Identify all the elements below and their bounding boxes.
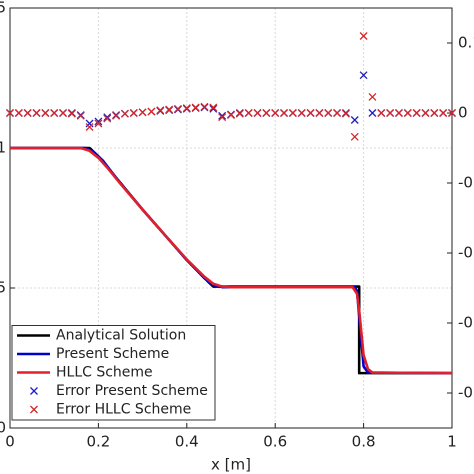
error-marker <box>350 116 359 124</box>
error-marker <box>209 104 218 113</box>
error-marker <box>112 111 121 120</box>
error-marker <box>94 119 103 128</box>
error-marker <box>227 111 235 120</box>
error-marker <box>368 92 377 101</box>
error-marker <box>359 71 368 80</box>
error-marker <box>377 109 386 117</box>
error-marker <box>235 109 244 118</box>
error-marker <box>350 132 359 141</box>
y2-tick-label: -0.2 <box>458 244 474 262</box>
legend-label: Present Scheme <box>56 346 169 362</box>
x-axis-label: x [m] <box>211 456 251 474</box>
error-marker <box>333 109 342 117</box>
x-tick-label: 0 <box>5 433 15 451</box>
error-marker <box>103 114 112 123</box>
error-marker <box>59 109 67 117</box>
error-marker <box>341 109 350 118</box>
error-marker <box>156 106 165 115</box>
error-marker <box>421 109 430 117</box>
y-tick-label: 0 <box>0 419 6 437</box>
y-tick-label: 1.5 <box>0 0 6 17</box>
error-marker <box>368 109 377 117</box>
error-marker <box>67 109 76 118</box>
y2-tick-label: -0.1 <box>458 174 474 192</box>
error-marker <box>103 113 112 122</box>
error-marker <box>412 109 421 117</box>
x-tick-label: 1 <box>447 433 457 451</box>
error-marker <box>76 111 85 120</box>
x-tick-label: 0.8 <box>352 433 376 451</box>
x-tick-label: 0.6 <box>263 433 287 451</box>
error-marker <box>182 104 191 113</box>
error-marker <box>403 109 412 117</box>
error-marker <box>262 109 271 117</box>
legend-label: Error Present Scheme <box>56 383 208 399</box>
error-marker <box>244 109 253 117</box>
error-marker <box>430 109 439 117</box>
legend-marker <box>30 387 38 395</box>
error-marker <box>306 109 315 117</box>
error-marker <box>200 102 209 111</box>
error-marker <box>324 109 333 117</box>
error-marker <box>218 111 227 120</box>
series-line <box>10 146 453 375</box>
y-tick-label: 0.5 <box>0 279 6 297</box>
legend-label: HLLC Scheme <box>56 365 153 381</box>
error-marker <box>129 109 138 117</box>
error-marker <box>448 109 456 117</box>
error-marker <box>209 103 218 112</box>
error-marker <box>14 109 23 117</box>
y2-tick-label: 0.1 <box>458 34 474 52</box>
error-marker <box>147 107 156 116</box>
error-marker <box>386 109 395 117</box>
error-marker <box>280 109 288 117</box>
error-marker <box>85 119 94 128</box>
error-marker <box>395 109 403 117</box>
error-marker <box>85 123 94 131</box>
y2-tick-label: -0.3 <box>458 314 474 332</box>
error-marker <box>191 103 200 112</box>
error-marker <box>439 109 448 117</box>
y2-tick-label: 0 <box>458 104 468 122</box>
error-marker <box>218 113 227 122</box>
error-marker <box>50 109 59 117</box>
y-tick-label: 1 <box>0 139 6 157</box>
error-marker <box>120 109 129 118</box>
error-marker <box>253 109 262 117</box>
error-marker <box>6 109 14 117</box>
error-marker <box>359 32 368 40</box>
error-marker <box>94 117 103 126</box>
x-tick-label: 0.4 <box>175 433 199 451</box>
error-marker <box>138 108 147 117</box>
legend-marker <box>30 405 38 414</box>
error-marker <box>32 109 41 117</box>
x-tick-label: 0.2 <box>86 433 110 451</box>
y2-tick-label: -0.4 <box>458 384 474 402</box>
error-marker <box>23 109 32 117</box>
error-marker <box>165 105 174 114</box>
error-marker <box>41 109 50 117</box>
error-marker <box>288 109 297 117</box>
legend-label: Error HLLC Scheme <box>56 402 191 418</box>
error-marker <box>271 109 280 117</box>
error-marker <box>297 109 306 117</box>
legend-label: Analytical Solution <box>56 328 186 344</box>
error-marker <box>174 104 182 113</box>
error-marker <box>315 109 324 117</box>
plot-frame <box>9 7 453 429</box>
